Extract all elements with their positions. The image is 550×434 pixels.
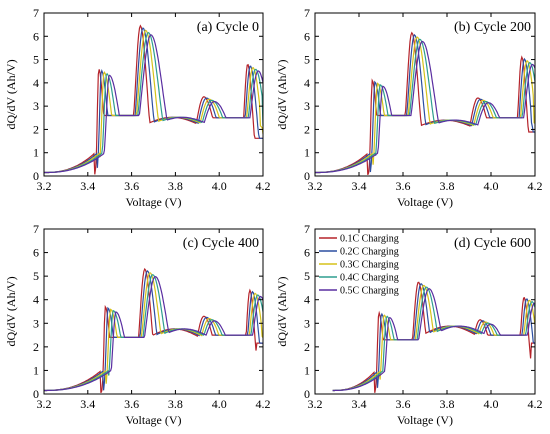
y-tick-label: 2 bbox=[33, 340, 39, 354]
y-tick-label: 4 bbox=[33, 293, 39, 307]
chart-panel-3: 3.2 3.4 3.6 3.8 4.0 4.2 0 1 2 3 4 5 6 7 (c) Cycle 400 V… bbox=[4, 222, 271, 427]
x-tick-label: 3.6 bbox=[124, 397, 139, 411]
series-line-4 bbox=[44, 31, 264, 174]
x-tick-label: 4.2 bbox=[256, 179, 271, 193]
x-tick-label: 3.2 bbox=[37, 179, 52, 193]
y-axis-label: dQ/dV (Ah/V) bbox=[275, 276, 289, 346]
x-tick-label: 3.4 bbox=[80, 397, 95, 411]
y-tick-label: 7 bbox=[304, 222, 310, 236]
y-tick-label: 1 bbox=[33, 146, 39, 160]
y-tick-label: 6 bbox=[33, 29, 39, 43]
y-tick-label: 0 bbox=[33, 169, 39, 183]
series-line-5 bbox=[332, 288, 536, 392]
y-tick-label: 2 bbox=[33, 122, 39, 136]
y-axis-label: dQ/dV (Ah/V) bbox=[4, 59, 18, 129]
x-tick-label: 3.8 bbox=[440, 397, 455, 411]
y-tick-label: 2 bbox=[304, 122, 310, 136]
chart-panel-2: 3.2 3.4 3.6 3.8 4.0 4.2 0 1 2 3 4 5 6 7 (b) Cycle 200 V… bbox=[275, 6, 543, 209]
y-tick-label: 0 bbox=[304, 169, 310, 183]
series-line-2 bbox=[332, 283, 535, 392]
y-axis-label: dQ/dV (Ah/V) bbox=[275, 59, 289, 129]
series-line-1 bbox=[44, 267, 263, 394]
y-tick-label: 2 bbox=[304, 340, 310, 354]
y-tick-label: 1 bbox=[33, 363, 39, 377]
plot-frame bbox=[43, 12, 264, 177]
plot-frame bbox=[314, 12, 536, 177]
panel-title: (d) Cycle 600 bbox=[454, 236, 531, 251]
panel-title: (c) Cycle 400 bbox=[183, 236, 259, 251]
x-axis-label: Voltage (V) bbox=[397, 413, 453, 427]
y-tick-label: 5 bbox=[33, 53, 39, 67]
y-tick-label: 7 bbox=[304, 6, 310, 20]
x-tick-label: 3.2 bbox=[308, 397, 323, 411]
x-axis-label: Voltage (V) bbox=[125, 195, 181, 209]
y-tick-label: 6 bbox=[304, 29, 310, 43]
y-tick-label: 5 bbox=[304, 269, 310, 283]
y-tick-label: 1 bbox=[304, 146, 310, 160]
y-tick-label: 4 bbox=[304, 76, 310, 90]
legend: 0.1C Charging 0.2C Charging 0.3C Charging 0… bbox=[319, 234, 399, 297]
x-tick-label: 3.6 bbox=[396, 179, 411, 193]
x-tick-label: 4.2 bbox=[528, 179, 543, 193]
x-tick-label: 3.4 bbox=[80, 179, 95, 193]
y-tick-label: 5 bbox=[33, 269, 39, 283]
x-tick-label: 3.8 bbox=[168, 397, 183, 411]
y-tick-label: 5 bbox=[304, 53, 310, 67]
y-tick-label: 6 bbox=[304, 246, 310, 260]
x-tick-label: 3.2 bbox=[308, 179, 323, 193]
series-line-2 bbox=[44, 269, 263, 392]
y-tick-label: 3 bbox=[304, 316, 310, 330]
series-line-5 bbox=[315, 40, 536, 174]
x-tick-label: 3.8 bbox=[168, 179, 183, 193]
x-tick-label: 3.4 bbox=[352, 397, 367, 411]
y-axis-label: dQ/dV (Ah/V) bbox=[4, 276, 18, 346]
plot-frame bbox=[43, 228, 264, 395]
y-tick-label: 0 bbox=[33, 387, 39, 401]
series-line-4 bbox=[44, 274, 264, 392]
legend-label-5: 0.5C Charging bbox=[340, 286, 399, 297]
x-tick-label: 4.2 bbox=[256, 397, 271, 411]
x-tick-label: 3.2 bbox=[37, 397, 52, 411]
x-axis-label: Voltage (V) bbox=[125, 413, 181, 427]
series-line-4 bbox=[315, 38, 536, 174]
legend-label-4: 0.4C Charging bbox=[340, 273, 399, 284]
chart-panel-4: 3.2 3.4 3.6 3.8 4.0 4.2 0 1 2 3 4 5 6 7 (d) Cycle 600 V… bbox=[275, 222, 543, 427]
y-tick-label: 0 bbox=[304, 387, 310, 401]
panel-title: (a) Cycle 0 bbox=[197, 20, 259, 35]
series-line-5 bbox=[44, 34, 264, 174]
panel-title: (b) Cycle 200 bbox=[454, 20, 531, 35]
x-tick-label: 3.4 bbox=[352, 179, 367, 193]
y-tick-label: 4 bbox=[304, 293, 310, 307]
plot-frame bbox=[314, 228, 536, 395]
x-tick-label: 3.6 bbox=[396, 397, 411, 411]
x-tick-label: 3.6 bbox=[124, 179, 139, 193]
y-tick-label: 3 bbox=[33, 99, 39, 113]
series-line-3 bbox=[332, 284, 536, 392]
y-tick-label: 3 bbox=[304, 99, 310, 113]
x-tick-label: 4.0 bbox=[212, 179, 227, 193]
x-tick-label: 4.2 bbox=[528, 397, 543, 411]
y-tick-label: 7 bbox=[33, 222, 39, 236]
legend-label-1: 0.1C Charging bbox=[340, 234, 399, 245]
y-tick-label: 3 bbox=[33, 316, 39, 330]
x-tick-label: 4.0 bbox=[212, 397, 227, 411]
x-tick-label: 4.0 bbox=[484, 179, 499, 193]
series-line-4 bbox=[332, 286, 536, 392]
y-tick-label: 4 bbox=[33, 76, 39, 90]
chart-panel-1: 3.2 3.4 3.6 3.8 4.0 4.2 0 1 2 3 4 5 6 7 (a) Cycle 0 Vol… bbox=[4, 6, 271, 209]
series-line-5 bbox=[44, 275, 264, 392]
series-line-3 bbox=[44, 272, 264, 392]
legend-label-2: 0.2C Charging bbox=[340, 247, 399, 258]
y-tick-label: 1 bbox=[304, 363, 310, 377]
y-tick-label: 6 bbox=[33, 246, 39, 260]
x-tick-label: 4.0 bbox=[484, 397, 499, 411]
legend-label-3: 0.3C Charging bbox=[340, 260, 399, 271]
x-tick-label: 3.8 bbox=[440, 179, 455, 193]
y-tick-label: 7 bbox=[33, 6, 39, 20]
x-axis-label: Voltage (V) bbox=[397, 195, 453, 209]
